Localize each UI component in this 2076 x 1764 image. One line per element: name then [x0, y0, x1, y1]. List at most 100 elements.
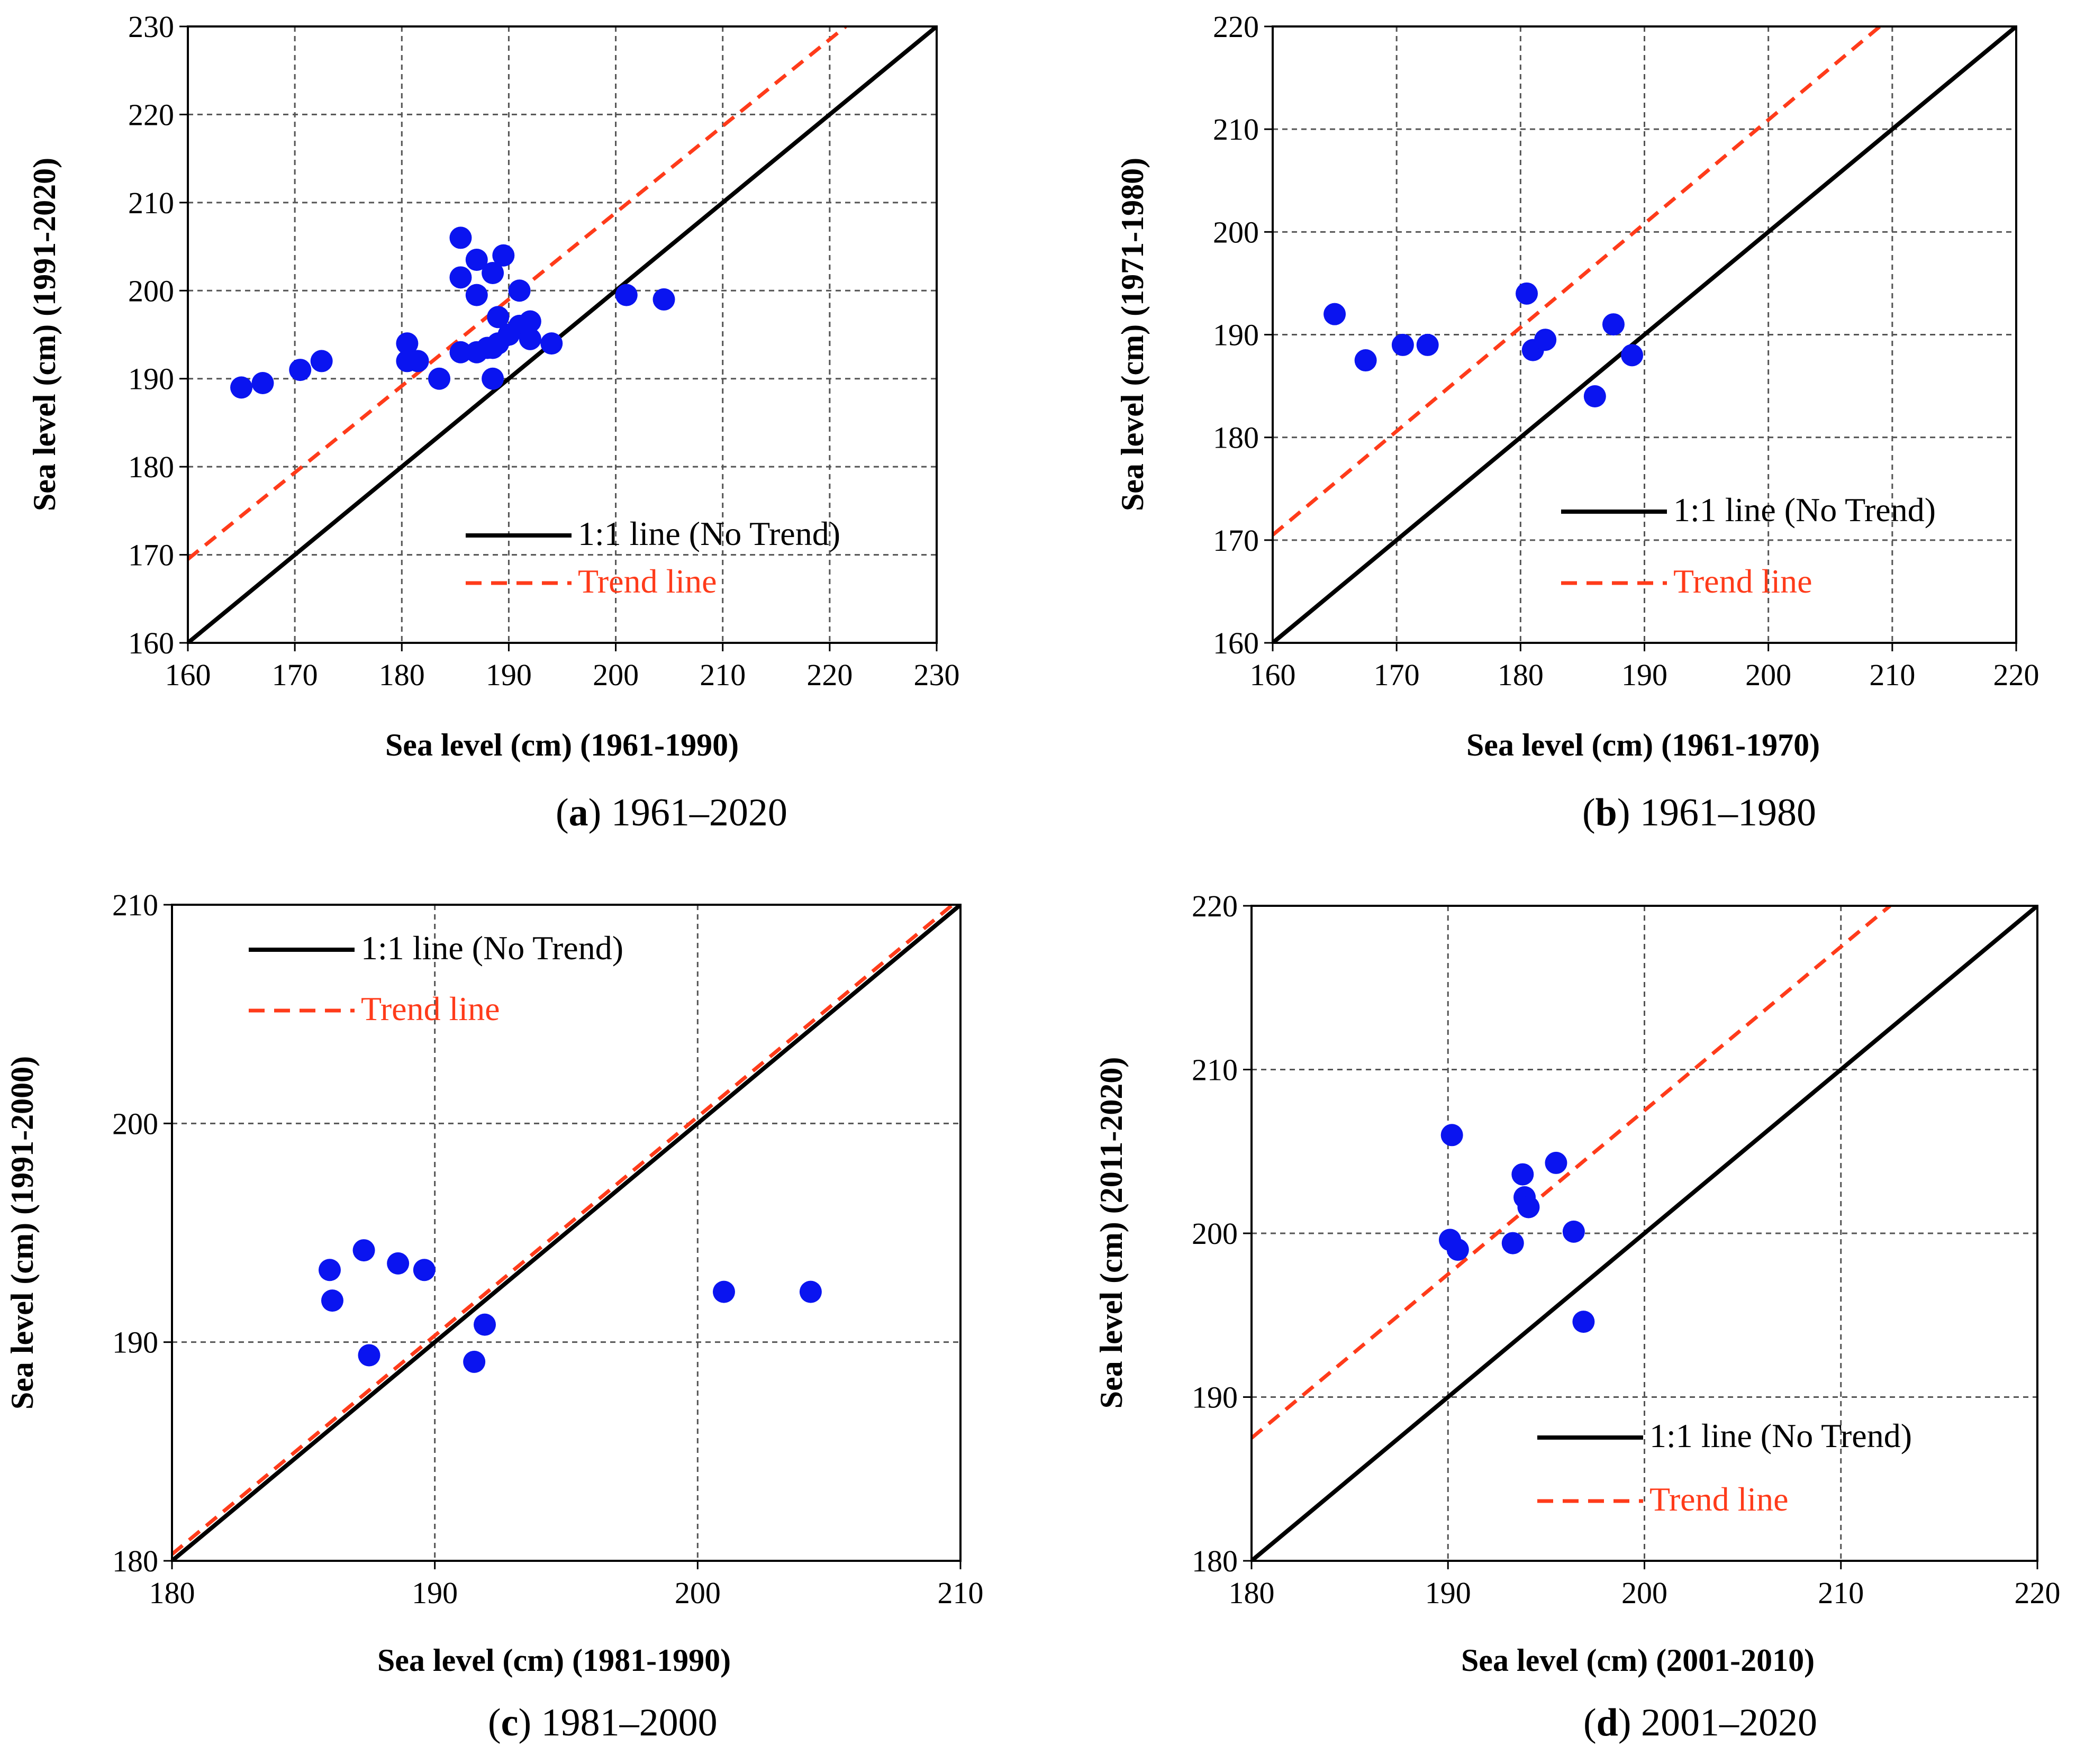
data-point [615, 284, 638, 306]
x-tick-label: 220 [1993, 658, 2039, 692]
data-point [508, 279, 531, 302]
x-tick-label: 220 [2015, 1576, 2061, 1610]
y-tick-label: 170 [1213, 523, 1259, 558]
y-tick-label: 180 [128, 450, 174, 484]
y-tick-label: 200 [128, 274, 174, 308]
legend-label-one-to-one: 1:1 line (No Trend) [361, 929, 623, 967]
y-tick-label: 170 [128, 538, 174, 572]
panel-caption: (d) 2001–2020 [1583, 1701, 1817, 1744]
x-tick-label: 210 [1869, 658, 1915, 692]
y-tick-label: 160 [1213, 626, 1259, 660]
legend-label-one-to-one: 1:1 line (No Trend) [578, 515, 840, 552]
x-tick-label: 190 [1425, 1576, 1471, 1610]
x-tick-label: 180 [1229, 1576, 1275, 1610]
data-point [487, 306, 510, 329]
data-point [289, 359, 312, 381]
data-point [474, 1313, 496, 1336]
x-tick-label: 160 [1250, 658, 1296, 692]
y-tick-label: 160 [128, 626, 174, 660]
data-point [1440, 1124, 1463, 1147]
caption-letter: c [501, 1701, 519, 1744]
data-point [482, 262, 504, 284]
data-point [482, 367, 504, 390]
x-tick-label: 190 [486, 658, 532, 692]
data-point [1621, 344, 1644, 367]
data-point [465, 284, 488, 306]
data-point [406, 350, 429, 372]
plot-frame [171, 904, 962, 1562]
data-point [799, 1280, 822, 1303]
data-point [1416, 333, 1439, 356]
y-tick-label: 200 [1213, 215, 1259, 249]
legend: 1:1 line (No Trend) Trend line [466, 515, 840, 600]
x-tick-label: 210 [700, 658, 746, 692]
data-point [652, 288, 675, 311]
y-tick-label: 210 [112, 888, 158, 922]
legend-label-one-to-one: 1:1 line (No Trend) [1673, 491, 1936, 529]
y-tick-label: 200 [112, 1106, 158, 1141]
y-tick-label: 180 [1192, 1544, 1238, 1578]
panel-caption: (b) 1961–1980 [1582, 791, 1816, 834]
data-point [540, 332, 563, 355]
one-to-one-line [188, 26, 937, 643]
data-point [519, 328, 541, 350]
data-point [413, 1259, 436, 1281]
y-axis-label: Sea level (cm) (1991-2020) [27, 158, 62, 511]
data-point [352, 1239, 375, 1262]
data-point [713, 1280, 735, 1303]
y-axis-label: Sea level (cm) (2011-2020) [1094, 1057, 1129, 1409]
data-point [387, 1252, 410, 1275]
x-tick-label: 180 [1498, 658, 1544, 692]
panel-d: 180 190 200 210 220 180 190 200 210 220 Sea level … [1094, 889, 2061, 1744]
legend-label-trend: Trend line [578, 562, 717, 600]
caption-text: 2001–2020 [1631, 1701, 1817, 1744]
data-point [310, 350, 333, 372]
data-point [1583, 385, 1606, 407]
data-point [449, 266, 472, 289]
x-tick-label: 190 [412, 1576, 458, 1610]
data-point [1501, 1232, 1524, 1254]
x-tick-label: 200 [593, 658, 639, 692]
legend: 1:1 line (No Trend) Trend line [249, 929, 623, 1028]
caption-letter: b [1595, 791, 1617, 834]
x-tick-label: 180 [149, 1576, 195, 1610]
y-tick-label: 190 [128, 362, 174, 396]
data-point [321, 1289, 343, 1312]
data-point [1534, 329, 1557, 351]
data-point [251, 372, 274, 395]
trend-line [1273, 26, 1881, 537]
x-tick-label: 230 [914, 658, 960, 692]
caption-text: 1961–1980 [1630, 791, 1816, 834]
x-axis-label: Sea level (cm) (2001-2010) [1461, 1643, 1815, 1678]
data-point [1545, 1151, 1567, 1174]
x-tick-label: 200 [1621, 1576, 1667, 1610]
one-to-one-line [1273, 26, 2016, 643]
y-tick-label: 230 [128, 10, 174, 44]
y-tick-label: 220 [128, 97, 174, 132]
trend-line [1252, 906, 1891, 1440]
data-point [428, 367, 451, 390]
y-axis-label: Sea level (cm) (1991-2000) [5, 1056, 40, 1410]
y-tick-label: 190 [1213, 318, 1259, 352]
y-axis-label: Sea level (cm) (1971-1980) [1115, 158, 1150, 511]
caption-text: 1961–2020 [601, 791, 787, 834]
data-point [1516, 282, 1538, 305]
one-to-one-line [1252, 906, 2037, 1561]
panel-caption: (c) 1981–2000 [488, 1701, 718, 1744]
data-point [1511, 1163, 1534, 1186]
y-tick-label: 180 [1213, 421, 1259, 455]
data-point [1562, 1220, 1585, 1243]
x-tick-label: 170 [1374, 658, 1420, 692]
trend-line [172, 905, 956, 1556]
x-tick-label: 200 [1745, 658, 1791, 692]
data-point [319, 1259, 341, 1281]
data-point [1517, 1196, 1540, 1219]
data-point [358, 1344, 380, 1367]
data-point [449, 341, 472, 363]
plot-frame [187, 25, 938, 644]
data-point [465, 249, 488, 271]
caption-letter: a [569, 791, 588, 834]
x-tick-label: 210 [1818, 1576, 1864, 1610]
x-axis-label: Sea level (cm) (1981-1990) [377, 1643, 731, 1678]
